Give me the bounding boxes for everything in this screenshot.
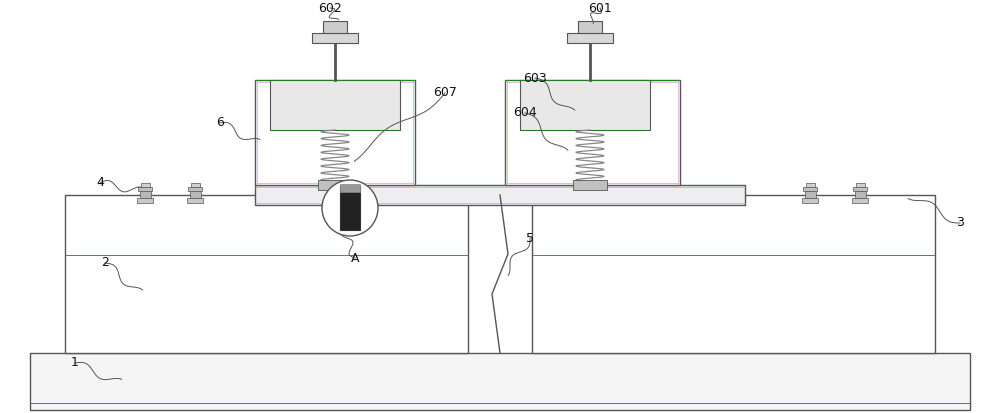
Bar (532, 195, 935, 353)
Text: 1: 1 (71, 356, 79, 370)
Bar (567, 33, 613, 43)
Text: 6: 6 (216, 116, 224, 130)
Bar (188, 187, 202, 191)
Bar (853, 187, 867, 191)
Bar (520, 80, 650, 130)
Bar (318, 180, 352, 190)
Text: A: A (351, 252, 359, 264)
Bar (802, 198, 818, 203)
Text: 604: 604 (513, 107, 537, 119)
Bar (804, 191, 816, 198)
Bar (255, 185, 745, 205)
Bar (137, 198, 153, 203)
Bar (312, 33, 358, 43)
Circle shape (322, 180, 378, 236)
Bar (140, 191, 150, 198)
Bar (255, 80, 415, 185)
Bar (854, 191, 866, 198)
Text: 4: 4 (96, 176, 104, 190)
Bar (806, 183, 814, 187)
Bar (803, 187, 817, 191)
Bar (187, 198, 203, 203)
Bar (573, 180, 607, 190)
Text: 5: 5 (526, 232, 534, 244)
Bar (190, 191, 200, 198)
Bar (852, 198, 868, 203)
Bar (65, 195, 468, 353)
Bar (270, 80, 400, 130)
Bar (505, 80, 680, 185)
Bar (340, 186, 360, 230)
Text: 3: 3 (956, 216, 964, 230)
Text: 2: 2 (101, 256, 109, 270)
Bar (323, 21, 347, 33)
Text: 602: 602 (318, 2, 342, 14)
Text: 607: 607 (433, 86, 457, 100)
Bar (138, 187, 152, 191)
Bar (140, 183, 150, 187)
Text: 601: 601 (588, 2, 612, 14)
Bar (856, 183, 864, 187)
Bar (30, 353, 970, 410)
Bar (190, 183, 200, 187)
Text: 603: 603 (523, 71, 547, 85)
Bar (340, 184, 360, 192)
Bar (578, 21, 602, 33)
